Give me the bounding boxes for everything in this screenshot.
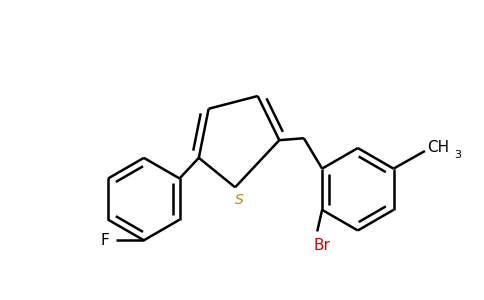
Text: CH: CH [427, 140, 449, 154]
Text: F: F [100, 233, 109, 248]
Text: Br: Br [314, 238, 331, 253]
Text: 3: 3 [454, 150, 461, 160]
Text: S: S [235, 193, 243, 207]
